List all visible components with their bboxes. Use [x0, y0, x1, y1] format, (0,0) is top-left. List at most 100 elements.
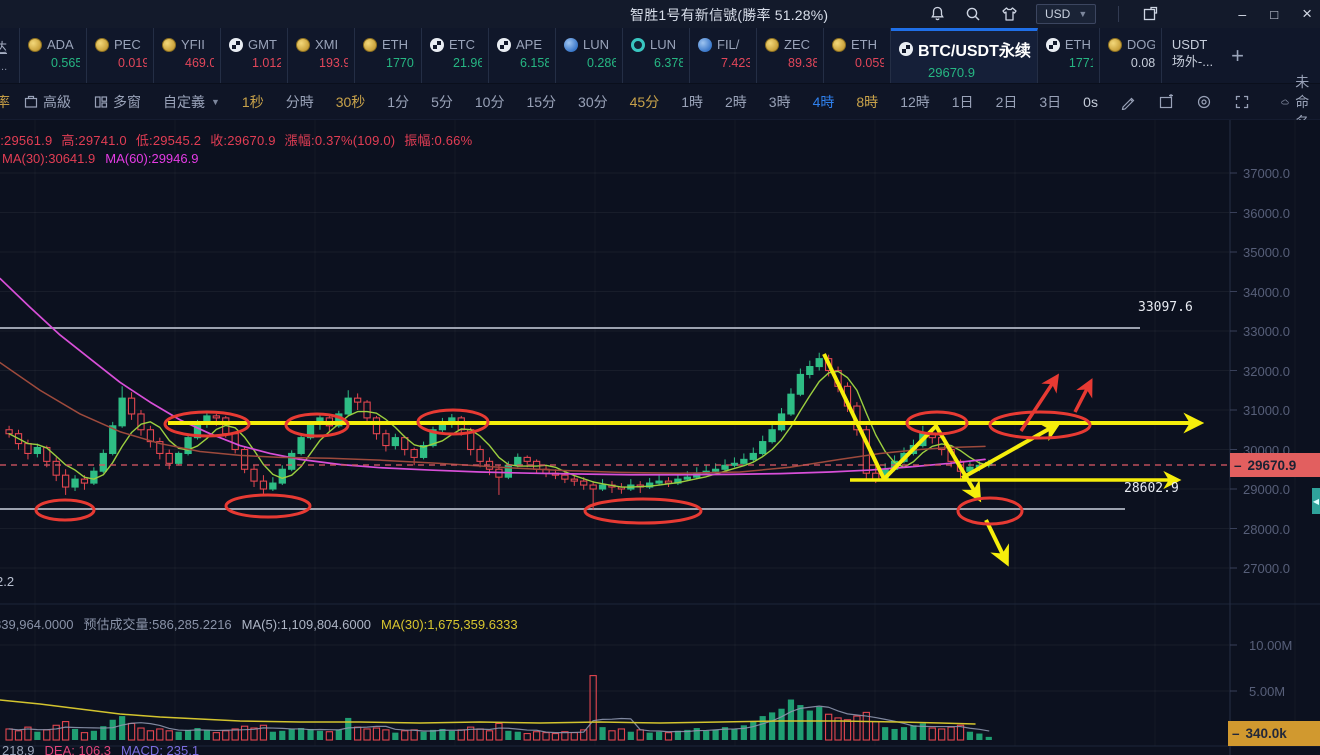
volume-bar — [335, 729, 342, 740]
ticker-item-yfii[interactable]: YFII 469.00 — [154, 28, 221, 83]
interval-button-30秒[interactable]: 30秒 — [335, 93, 366, 110]
interval-button-分時[interactable]: 分時 — [285, 93, 314, 110]
interval-button-30分[interactable]: 30分 — [578, 93, 608, 110]
ticker-price: 21.968 — [453, 56, 482, 70]
ticker-item-lun[interactable]: LUN 6.3782 — [623, 28, 690, 83]
ticker-item-ada[interactable]: ADA 0.5655 — [20, 28, 87, 83]
ticker-partial-left[interactable]: 达... — [0, 28, 20, 83]
ticker-tab-usdt-otc[interactable]: USDT 场外-... — [1162, 28, 1221, 83]
red-highlight-ellipse — [956, 496, 1024, 526]
ticker-item-pec[interactable]: PEC 0.01999 — [87, 28, 154, 83]
otc-line2: 场外-... — [1171, 54, 1214, 69]
interval-button-1秒[interactable]: 1秒 — [241, 93, 264, 110]
advanced-button[interactable]: 高級 — [12, 92, 82, 112]
dark-coin-icon — [899, 42, 913, 56]
collapse-panel-arrow[interactable]: ◀ — [1312, 488, 1320, 514]
candle-body — [419, 444, 428, 458]
interval-button-5分[interactable]: 5分 — [431, 93, 453, 110]
volume-bar — [119, 716, 126, 740]
ticker-item-ape[interactable]: APE 6.1585 — [489, 28, 556, 83]
interval-button-15分[interactable]: 15分 — [526, 93, 557, 110]
ticker-symbol: FIL/ — [717, 37, 740, 52]
volume-bar — [872, 721, 880, 741]
add-ticker-button[interactable]: + — [1231, 42, 1244, 68]
candle-body — [137, 413, 145, 431]
close-button[interactable]: × — [1302, 4, 1312, 23]
candle-body — [740, 458, 748, 464]
interval-button-12時[interactable]: 12時 — [900, 93, 930, 110]
ma30-line — [0, 361, 986, 474]
fullscreen-button[interactable] — [1223, 94, 1261, 110]
ticker-item-lun[interactable]: LUN 0.2866 — [556, 28, 623, 83]
custom-label: 自定義 — [163, 93, 205, 110]
volume-bar — [505, 730, 512, 740]
candlestick-chart[interactable] — [0, 120, 1320, 755]
volume-bar — [956, 724, 965, 741]
volume-bar — [90, 730, 97, 740]
interval-button-4時[interactable]: 4時 — [812, 93, 835, 110]
minimize-button[interactable]: – — [1238, 6, 1247, 22]
draw-tool-button[interactable] — [1109, 94, 1147, 110]
interval-button-8時[interactable]: 8時 — [856, 93, 879, 110]
volume-bar — [608, 730, 616, 741]
candle-body — [203, 415, 211, 423]
interval-button-45分[interactable]: 45分 — [629, 93, 660, 110]
candle-body — [759, 441, 767, 455]
bell-icon[interactable] — [928, 5, 946, 23]
ticker-price: 193.95 — [319, 56, 348, 70]
ma5-line — [8, 370, 990, 488]
current-volume-value: 340.0k — [1245, 726, 1287, 741]
search-icon[interactable] — [964, 5, 982, 23]
volume-bar — [703, 730, 710, 740]
add-pane-button[interactable] — [1147, 93, 1185, 110]
ticker-item-eth[interactable]: ETH 1770.76 — [355, 28, 422, 83]
candle-body — [523, 456, 531, 462]
volume-bar — [175, 731, 182, 740]
ticker-item-xmi[interactable]: XMI 193.95 — [288, 28, 355, 83]
candle-body — [768, 429, 776, 443]
ticker-item-etc[interactable]: ETC 21.968 — [422, 28, 489, 83]
ticker-item-dog[interactable]: DOG 0.0817 — [1100, 28, 1162, 83]
interval-button-1日[interactable]: 1日 — [951, 93, 974, 110]
volume-bar — [750, 721, 757, 740]
chart-area[interactable]: 开:29561.9 高:29741.0 低:29545.2 收:29670.9 漲幅:0… — [0, 120, 1320, 755]
ticker-price: 1770.76 — [386, 56, 415, 70]
currency-value: USD — [1045, 7, 1071, 21]
volume-axis-tick: 10.00M — [1249, 638, 1293, 653]
candle-body — [815, 358, 823, 368]
ticker-tab-btcusdt[interactable]: BTC/USDT永续 29670.9 — [891, 28, 1038, 83]
indicator-settings-button[interactable] — [1185, 94, 1223, 110]
currency-select[interactable]: USD ▼ — [1036, 4, 1097, 24]
multiwindow-button[interactable]: 多窗 — [82, 92, 152, 112]
ma-info-row: MA(30):30641.9 MA(60):29946.9 — [2, 151, 198, 166]
custom-interval-button[interactable]: 自定義 ▼ — [152, 92, 231, 112]
interval-button-3日[interactable]: 3日 — [1039, 93, 1062, 110]
gold-coin-icon — [1107, 37, 1122, 52]
theme-shirt-icon[interactable] — [1000, 5, 1018, 23]
candle-body — [570, 478, 578, 482]
red-highlight-ellipse — [905, 410, 969, 436]
ma60-line — [0, 277, 986, 476]
interval-button-10分[interactable]: 10分 — [474, 93, 505, 110]
ticker-item-eth[interactable]: ETH 1771.04 — [1038, 28, 1100, 83]
candle-body — [721, 464, 729, 470]
gold-coin-icon — [162, 37, 176, 52]
volume-ma5-line — [8, 705, 990, 734]
candle-body — [99, 452, 107, 472]
ticker-item-zec[interactable]: ZEC 89.38 — [757, 28, 824, 83]
ticker-item-fil[interactable]: FIL/7.4230 — [690, 28, 757, 83]
ticker-item-gmt[interactable]: GMT 1.0125 — [221, 28, 288, 83]
ticker-symbol: ETH — [1064, 37, 1091, 52]
popout-window-icon[interactable] — [1141, 5, 1159, 23]
interval-button-2日[interactable]: 2日 — [995, 93, 1018, 110]
yellow-projection-arrow — [822, 353, 982, 503]
interval-button-1時[interactable]: 1時 — [681, 93, 703, 110]
interval-button-0s[interactable]: 0s — [1083, 93, 1098, 110]
interval-button-2時[interactable]: 2時 — [725, 93, 747, 110]
maximize-button[interactable]: □ — [1270, 6, 1279, 22]
interval-button-3時[interactable]: 3時 — [768, 93, 791, 110]
price-axis-tick: 28000.0 — [1243, 521, 1290, 537]
interval-button-1分[interactable]: 1分 — [387, 93, 410, 110]
ticker-item-eth[interactable]: ETH 0.0596 — [824, 28, 891, 83]
ticker-price: 0.2866 — [587, 56, 616, 70]
